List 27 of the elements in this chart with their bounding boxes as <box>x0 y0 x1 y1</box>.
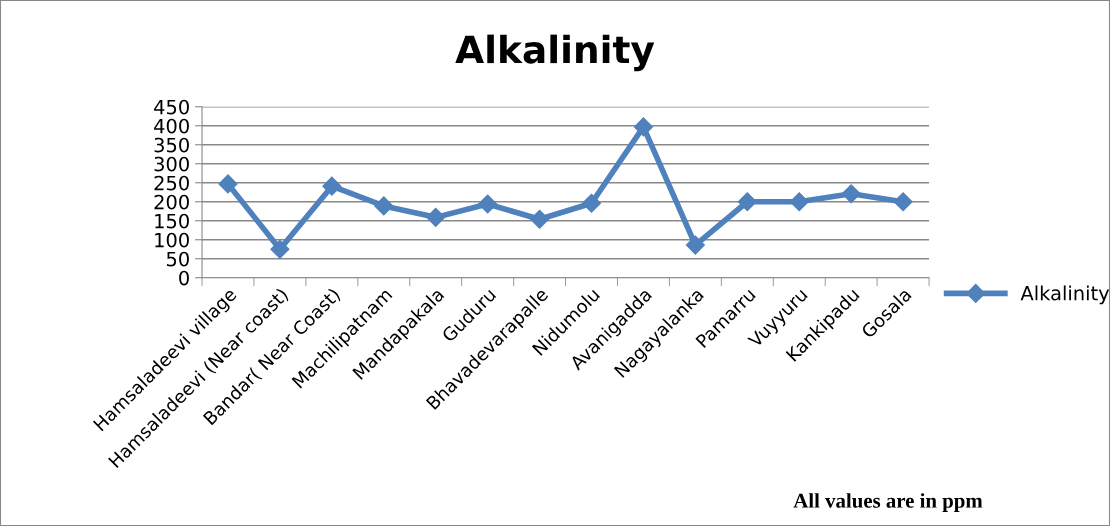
y-tick-label: 200 <box>154 194 189 210</box>
y-tick-label: 150 <box>155 213 189 229</box>
legend-label: Alkalinity <box>1020 285 1110 305</box>
y-tick-label: 450 <box>154 99 189 115</box>
point <box>530 209 550 229</box>
point <box>426 207 446 227</box>
point <box>633 117 653 137</box>
point <box>322 176 342 196</box>
chart-title: Alkalinity <box>455 34 655 72</box>
point <box>685 235 705 255</box>
y-tick-label: 100 <box>155 232 189 248</box>
y-tick-label: 300 <box>154 156 189 172</box>
y-tick-label: 0 <box>179 270 189 286</box>
point <box>218 174 238 194</box>
point <box>841 184 861 204</box>
point <box>270 239 290 259</box>
point <box>893 192 913 212</box>
y-tick-label: 350 <box>154 137 189 153</box>
text: All values are in ppm <box>793 493 983 513</box>
y-tick-label: 50 <box>166 251 189 267</box>
y-tick-label: 250 <box>154 175 189 191</box>
point <box>581 193 602 213</box>
point <box>737 192 757 212</box>
point <box>374 196 394 216</box>
y-tick-label: 400 <box>154 118 189 134</box>
point <box>789 192 809 212</box>
point <box>478 194 498 214</box>
